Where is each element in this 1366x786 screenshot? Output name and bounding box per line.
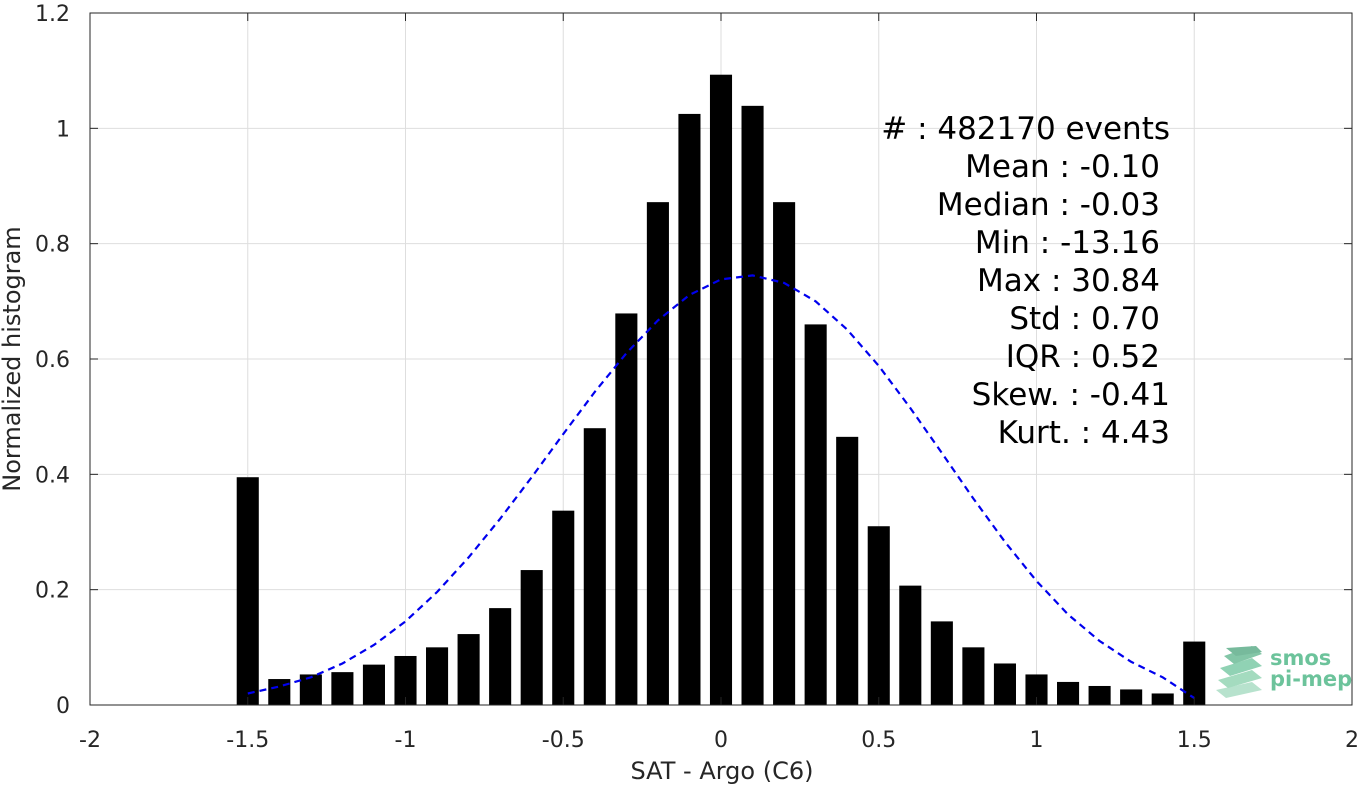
histogram-bar: [930, 621, 953, 705]
y-tick-label: 0.2: [35, 579, 70, 604]
stat-kurt: Kurt. : 4.43: [998, 415, 1170, 451]
y-axis-label: Normalized histogram: [0, 226, 26, 491]
histogram-bar: [583, 428, 606, 705]
histogram-bar: [773, 202, 796, 705]
histogram-bar: [1183, 641, 1206, 705]
y-axis-ticks: 0 0.2 0.4 0.6 0.8 1 1.2: [35, 2, 1352, 719]
x-tick-label: 0.5: [861, 728, 896, 753]
histogram-bar: [1025, 674, 1048, 705]
x-tick-label: 1: [1030, 728, 1044, 753]
x-tick-label: -1: [395, 728, 417, 753]
histogram-bar: [489, 608, 512, 705]
y-tick-label: 0.6: [35, 348, 70, 373]
logo-layers-icon: [1216, 646, 1262, 698]
histogram-bar: [1120, 689, 1143, 705]
y-tick-label: 0.8: [35, 233, 70, 258]
histogram-bar: [836, 436, 859, 705]
histogram-bar: [552, 510, 575, 705]
histogram-bar: [457, 634, 480, 705]
histogram-bar: [268, 679, 291, 705]
x-tick-label: -0.5: [542, 728, 585, 753]
histogram-bar: [394, 655, 417, 705]
stat-median: Median : -0.03: [937, 187, 1160, 223]
histogram-bar: [1088, 685, 1111, 705]
y-tick-label: 0.4: [35, 463, 70, 488]
y-tick-label: 1.2: [35, 2, 70, 27]
histogram-bar: [615, 313, 638, 705]
histogram-bar: [899, 585, 922, 705]
histogram-bar: [678, 113, 701, 705]
y-tick-label: 0: [56, 694, 70, 719]
stat-count: # : 482170 events: [881, 111, 1170, 147]
histogram-bar: [236, 477, 259, 705]
histogram-bar: [520, 570, 543, 705]
x-tick-label: 2: [1345, 728, 1359, 753]
x-tick-label: 1.5: [1177, 728, 1212, 753]
stat-max: Max : 30.84: [977, 263, 1160, 299]
histogram-bar: [1057, 681, 1080, 705]
bars: [236, 74, 1206, 706]
histogram-bar: [426, 647, 449, 705]
stat-mean: Mean : -0.10: [965, 149, 1160, 185]
histogram-bar: [962, 647, 985, 705]
x-tick-label: -2: [79, 728, 101, 753]
histogram-bar: [993, 663, 1016, 705]
x-tick-label: 0: [714, 728, 728, 753]
stat-std: Std : 0.70: [1009, 301, 1160, 337]
histogram-bar: [299, 674, 322, 705]
histogram-bar: [362, 664, 385, 705]
x-axis-label: SAT - Argo (C6): [631, 757, 814, 785]
smos-pi-mep-logo: smos pi-mep: [1216, 646, 1352, 698]
histogram-bar: [741, 105, 764, 706]
histogram-bar: [1151, 693, 1174, 705]
logo-text-smos: smos: [1270, 646, 1331, 670]
stats-box: # : 482170 events Mean : -0.10 Median : …: [881, 111, 1170, 451]
histogram-bar: [646, 202, 669, 705]
stat-min: Min : -13.16: [975, 225, 1160, 261]
stat-iqr: IQR : 0.52: [1006, 339, 1160, 375]
y-tick-label: 1: [56, 117, 70, 142]
x-axis-ticks: -2 -1.5 -1 -0.5 0 0.5 1 1.5 2: [79, 13, 1359, 753]
histogram-bar: [331, 672, 354, 705]
x-tick-label: -1.5: [226, 728, 269, 753]
histogram-bar: [804, 324, 827, 705]
histogram-bar: [709, 74, 733, 706]
histogram-bar: [867, 526, 890, 705]
stat-skew: Skew. : -0.41: [972, 377, 1170, 413]
logo-text-pi-mep: pi-mep: [1270, 667, 1352, 691]
